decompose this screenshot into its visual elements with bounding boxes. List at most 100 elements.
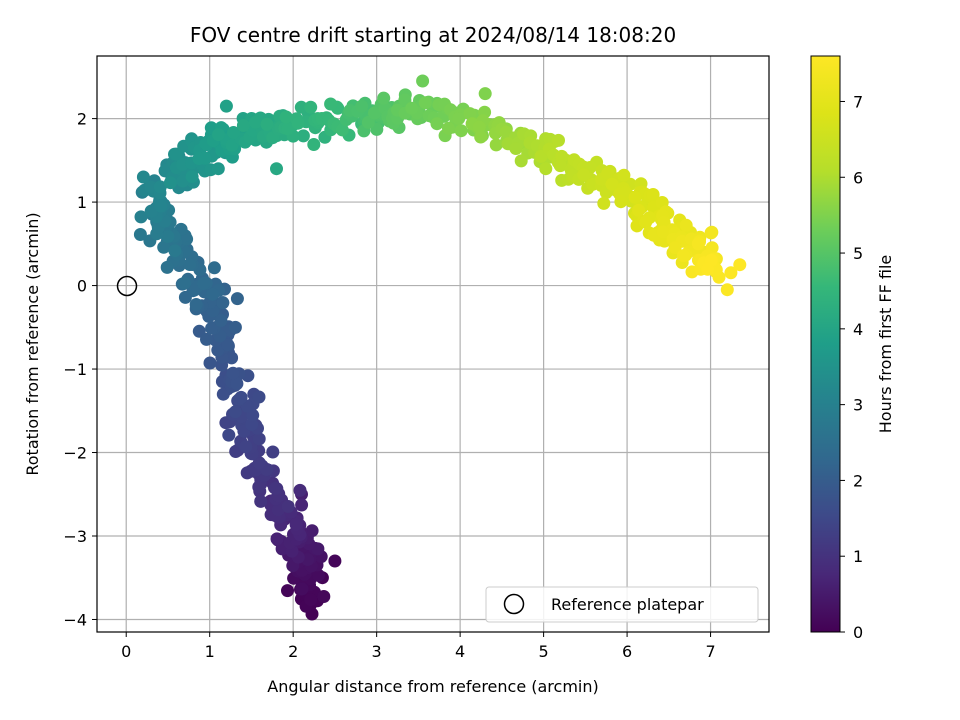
scatter-point: [377, 91, 391, 105]
scatter-point: [136, 170, 150, 184]
scatter-point: [452, 112, 466, 125]
scatter-point: [200, 332, 213, 346]
scatter-point: [221, 338, 235, 352]
scatter-point: [219, 99, 233, 113]
y-tick-label: −3: [63, 527, 87, 546]
colorbar: [810, 55, 841, 633]
scatter-point: [178, 290, 192, 304]
scatter-point: [211, 343, 225, 357]
reference-platepar-marker: [116, 275, 138, 297]
x-tick-label: 2: [288, 642, 298, 661]
scatter-point: [617, 168, 631, 182]
scatter-point: [552, 133, 565, 147]
scatter-point: [226, 366, 240, 380]
scatter-point: [601, 166, 615, 180]
scatter-point: [144, 180, 158, 194]
scatter-point: [189, 298, 203, 311]
scatter-point: [203, 356, 217, 370]
scatter-point: [291, 116, 305, 130]
scatter-point: [161, 230, 175, 243]
scatter-point: [293, 483, 307, 497]
x-tick-label: 0: [121, 642, 131, 661]
scatter-point: [679, 218, 693, 232]
scatter-point: [296, 129, 310, 143]
scatter-point: [230, 377, 244, 391]
scatter-point: [192, 152, 206, 166]
scatter-point: [430, 117, 444, 131]
scatter-point: [211, 162, 225, 176]
scatter-point: [252, 390, 266, 404]
scatter-point: [295, 498, 309, 512]
scatter-point: [160, 260, 174, 274]
colorbar-tick-label: 0: [853, 623, 863, 642]
y-tick-label: −4: [63, 610, 87, 629]
scatter-point: [539, 162, 553, 176]
scatter-point: [207, 261, 221, 275]
scatter-point: [157, 240, 171, 254]
scatter-point: [361, 115, 375, 129]
scatter-point: [269, 481, 283, 495]
scatter-point: [168, 244, 182, 258]
scatter-point: [252, 432, 266, 446]
scatter-point: [677, 249, 690, 263]
scatter-point: [733, 258, 747, 272]
scatter-point: [183, 258, 197, 271]
scatter-point: [418, 96, 432, 110]
scatter-point: [442, 121, 455, 135]
scatter-point: [270, 162, 283, 176]
scatter-point: [328, 554, 342, 568]
scatter-point: [720, 283, 734, 297]
scatter-point: [270, 532, 284, 546]
scatter-point: [724, 266, 738, 280]
scatter-point: [368, 106, 381, 120]
scatter-point: [205, 321, 219, 335]
scatter-point: [294, 100, 308, 114]
scatter-point: [304, 100, 318, 114]
scatter-point: [260, 117, 274, 131]
legend-label-reference-platepar: Reference platepar: [551, 595, 704, 614]
x-tick-label: 6: [622, 642, 632, 661]
legend-marker-open-circle: [503, 593, 525, 615]
scatter-point: [646, 188, 660, 201]
scatter-point: [229, 445, 243, 458]
scatter-point: [474, 130, 488, 144]
scatter-point: [489, 138, 503, 152]
scatter-point: [230, 292, 244, 306]
colorbar-tick-label: 7: [853, 92, 863, 111]
scatter-point: [656, 225, 670, 239]
scatter-point: [252, 456, 266, 470]
scatter-points: [133, 74, 747, 621]
scatter-point: [614, 195, 628, 209]
scatter-point: [279, 110, 293, 124]
scatter-point: [225, 138, 239, 152]
y-tick-label: 2: [77, 110, 87, 129]
scatter-point: [553, 159, 567, 172]
x-axis-ticks: 0 1 2 3 4 5 6 7: [121, 632, 716, 661]
colorbar-label: Hours from first FF file: [876, 255, 895, 434]
scatter-point: [281, 584, 294, 598]
scatter-point: [144, 204, 158, 218]
scatter-point: [212, 128, 225, 142]
x-axis-label: Angular distance from reference (arcmin): [267, 677, 598, 696]
y-tick-label: −1: [63, 360, 87, 379]
scatter-point: [605, 177, 619, 191]
scatter-point: [307, 138, 321, 151]
colorbar-tick-label: 1: [853, 547, 863, 566]
scatter-point: [454, 124, 468, 138]
scatter-point: [228, 320, 242, 334]
colorbar-tick-label: 2: [853, 471, 863, 490]
scatter-point: [317, 590, 331, 603]
x-tick-label: 1: [205, 642, 215, 661]
scatter-point: [281, 122, 295, 136]
scatter-point: [295, 582, 309, 596]
scatter-point: [225, 351, 239, 365]
scatter-point: [236, 119, 250, 132]
scatter-point: [177, 276, 191, 290]
x-tick-label: 3: [372, 642, 382, 661]
scatter-point: [632, 203, 646, 217]
scatter-point: [668, 241, 682, 255]
scatter-point: [305, 524, 319, 538]
scatter-point: [335, 123, 349, 137]
x-tick-label: 4: [455, 642, 465, 661]
